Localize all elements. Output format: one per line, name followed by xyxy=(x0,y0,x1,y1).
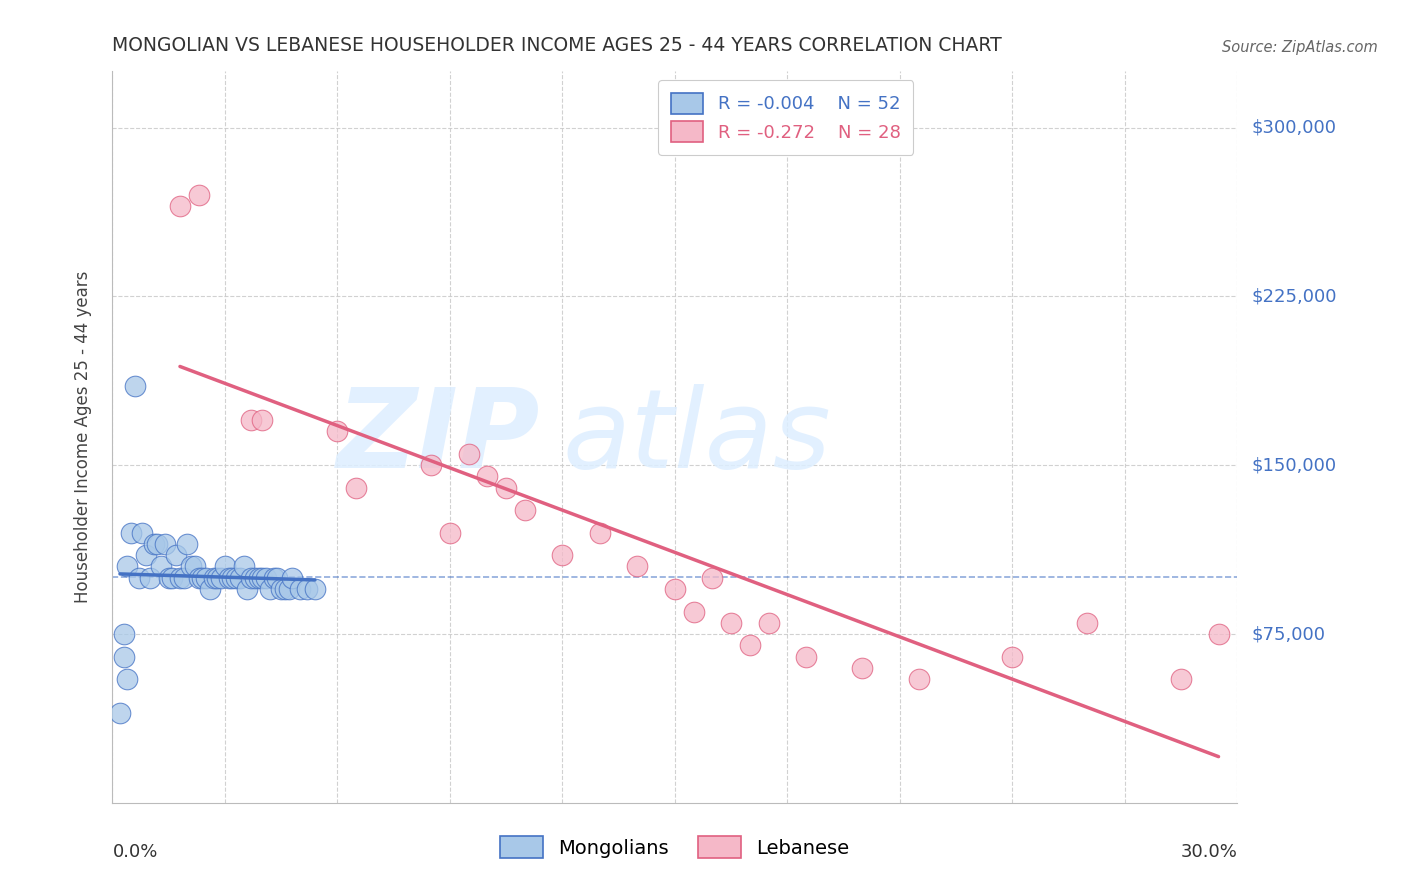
Point xyxy=(117,559,139,574)
Point xyxy=(146,537,169,551)
Point xyxy=(247,571,270,585)
Point xyxy=(477,469,499,483)
Point xyxy=(180,559,202,574)
Point xyxy=(108,706,131,720)
Text: $225,000: $225,000 xyxy=(1251,287,1337,305)
Point xyxy=(794,649,817,664)
Text: 30.0%: 30.0% xyxy=(1181,843,1237,861)
Point xyxy=(214,559,236,574)
Point xyxy=(589,525,612,540)
Text: Source: ZipAtlas.com: Source: ZipAtlas.com xyxy=(1222,40,1378,55)
Point xyxy=(232,559,254,574)
Point xyxy=(198,582,221,596)
Point xyxy=(218,571,240,585)
Point xyxy=(236,582,259,596)
Point xyxy=(266,571,288,585)
Point xyxy=(135,548,157,562)
Point xyxy=(626,559,648,574)
Point xyxy=(117,672,139,686)
Point xyxy=(297,582,319,596)
Point xyxy=(252,413,274,427)
Point xyxy=(758,615,780,630)
Point xyxy=(221,571,243,585)
Point xyxy=(457,447,479,461)
Point xyxy=(304,582,326,596)
Point xyxy=(187,571,209,585)
Point xyxy=(184,559,207,574)
Point xyxy=(738,638,761,652)
Point xyxy=(1001,649,1024,664)
Legend: Mongolians, Lebanese: Mongolians, Lebanese xyxy=(492,828,858,866)
Point xyxy=(277,582,299,596)
Point xyxy=(270,582,292,596)
Point xyxy=(551,548,574,562)
Point xyxy=(229,571,252,585)
Point xyxy=(191,571,214,585)
Point xyxy=(274,582,297,596)
Point xyxy=(1076,615,1098,630)
Point xyxy=(157,571,180,585)
Point xyxy=(139,571,162,585)
Point xyxy=(209,571,232,585)
Point xyxy=(907,672,929,686)
Point xyxy=(263,571,285,585)
Point xyxy=(225,571,247,585)
Point xyxy=(664,582,686,596)
Point xyxy=(702,571,724,585)
Point xyxy=(682,605,704,619)
Point xyxy=(1208,627,1230,641)
Point xyxy=(173,571,195,585)
Point xyxy=(288,582,311,596)
Point xyxy=(112,627,135,641)
Point xyxy=(162,571,184,585)
Point xyxy=(169,571,191,585)
Point xyxy=(344,481,367,495)
Point xyxy=(120,525,142,540)
Point xyxy=(439,525,461,540)
Point xyxy=(240,571,263,585)
Point xyxy=(124,379,146,393)
Point xyxy=(150,559,173,574)
Point xyxy=(495,481,517,495)
Point xyxy=(851,661,873,675)
Point xyxy=(420,458,443,473)
Text: $150,000: $150,000 xyxy=(1251,456,1336,475)
Point xyxy=(165,548,187,562)
Text: $75,000: $75,000 xyxy=(1251,625,1326,643)
Text: 0.0%: 0.0% xyxy=(112,843,157,861)
Point xyxy=(187,188,209,202)
Point xyxy=(326,425,349,439)
Point xyxy=(720,615,742,630)
Text: MONGOLIAN VS LEBANESE HOUSEHOLDER INCOME AGES 25 - 44 YEARS CORRELATION CHART: MONGOLIAN VS LEBANESE HOUSEHOLDER INCOME… xyxy=(112,36,1002,54)
Point xyxy=(176,537,198,551)
Point xyxy=(240,413,263,427)
Point xyxy=(252,571,274,585)
Point xyxy=(207,571,229,585)
Point xyxy=(1170,672,1192,686)
Y-axis label: Householder Income Ages 25 - 44 years: Householder Income Ages 25 - 44 years xyxy=(73,271,91,603)
Text: ZIP: ZIP xyxy=(336,384,540,491)
Point xyxy=(195,571,218,585)
Point xyxy=(513,503,536,517)
Point xyxy=(153,537,176,551)
Point xyxy=(128,571,150,585)
Text: $300,000: $300,000 xyxy=(1251,119,1336,136)
Point xyxy=(142,537,165,551)
Point xyxy=(243,571,266,585)
Point xyxy=(281,571,304,585)
Point xyxy=(259,582,281,596)
Point xyxy=(112,649,135,664)
Text: atlas: atlas xyxy=(562,384,831,491)
Point xyxy=(131,525,153,540)
Point xyxy=(254,571,277,585)
Point xyxy=(169,199,191,213)
Point xyxy=(202,571,225,585)
